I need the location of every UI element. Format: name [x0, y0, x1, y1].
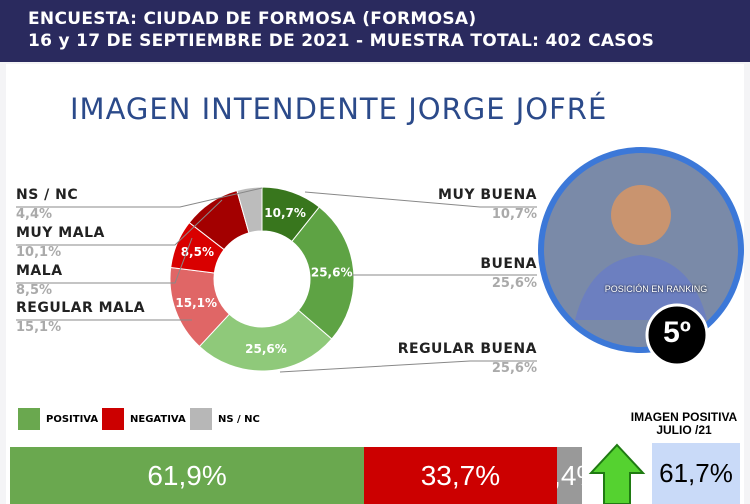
ranking-label: POSICIÓN EN RANKING: [604, 284, 708, 294]
bar-negativa: 33,7%: [364, 447, 557, 504]
comparison-value: 61,7%: [652, 443, 740, 504]
pct-muy-mala: 10,1%: [16, 245, 62, 260]
label-nsnc: NS / NC: [16, 187, 79, 203]
bar-label: 61,9%: [147, 459, 227, 491]
slice-label: 15,1%: [175, 296, 217, 310]
up-arrow-icon: [588, 443, 646, 504]
comparison-label-line1: IMAGEN POSITIVA: [630, 410, 738, 424]
slice-label: 8,5%: [181, 245, 214, 259]
label-buena: BUENA: [480, 256, 537, 272]
slice-ns-nc: [236, 186, 263, 234]
survey-title: ENCUESTA: CIUDAD DE FORMOSA (FORMOSA): [28, 9, 477, 29]
legend-label: POSITIVA: [46, 413, 99, 425]
survey-details: 16 y 17 DE SEPTIEMBRE DE 2021 - MUESTRA …: [28, 31, 655, 51]
leader-line: [16, 199, 223, 246]
leader-line: [16, 237, 193, 284]
bar-label: 33,7%: [420, 459, 501, 491]
bar-positiva: 61,9%: [10, 447, 365, 504]
leader-line: [16, 187, 263, 208]
slice-label: 25,6%: [245, 342, 287, 356]
slice-regular-buena: [198, 309, 333, 372]
pct-nsnc: 4,4%: [16, 207, 53, 222]
legend-positiva: POSITIVA: [18, 408, 98, 430]
pct-muy-buena: 10,7%: [491, 207, 537, 222]
bar-label: 4,4%: [557, 459, 582, 491]
legend-label: NEGATIVA: [130, 413, 186, 425]
comparison-label: IMAGEN POSITIVA JULIO /21: [620, 411, 748, 437]
slice-label: 10,7%: [264, 206, 306, 220]
label-muy-buena: MUY BUENA: [438, 187, 537, 203]
ranking-value: 5º: [663, 316, 691, 349]
slice-label: 25,6%: [311, 265, 353, 279]
ranking-badge: [645, 303, 709, 367]
pct-buena: 25,6%: [491, 276, 537, 291]
comparison-label-line2: JULIO /21: [656, 423, 712, 437]
legend-negativa: NEGATIVA: [102, 408, 186, 430]
bar-ns-nc: 4,4%: [556, 447, 582, 504]
pct-regular-buena: 25,6%: [491, 361, 537, 376]
label-regular-buena: REGULAR BUENA: [397, 341, 537, 357]
label-muy-mala: MUY MALA: [16, 225, 105, 241]
portrait-face: [611, 185, 671, 245]
slice-buena: [291, 206, 355, 340]
chart-title: IMAGEN INTENDENTE JORGE JOFRÉ: [70, 92, 608, 126]
legend-swatch: [18, 408, 40, 430]
legend-swatch: [190, 408, 212, 430]
legend-nsnc: NS / NC: [190, 408, 260, 430]
leader-line: [304, 191, 537, 208]
pct-mala: 8,5%: [16, 283, 53, 298]
legend-label: NS / NC: [218, 413, 260, 425]
legend-swatch: [102, 408, 124, 430]
leader-line: [279, 360, 537, 373]
label-mala: MALA: [16, 263, 63, 279]
pct-regular-mala: 15,1%: [16, 320, 62, 335]
label-regular-mala: REGULAR MALA: [16, 300, 146, 316]
header: ENCUESTA: CIUDAD DE FORMOSA (FORMOSA) 16…: [0, 0, 750, 62]
